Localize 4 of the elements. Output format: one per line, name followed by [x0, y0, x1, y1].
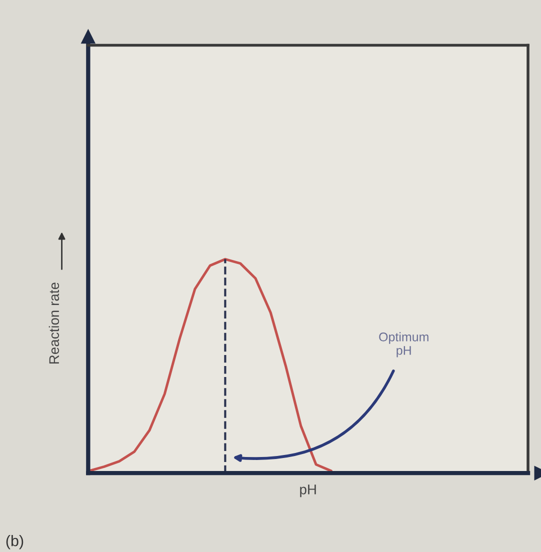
x-axis-title: pH [300, 484, 316, 498]
y-axis-title: Reaction rate [48, 282, 60, 364]
text: (b) [6, 535, 24, 550]
text: Optimum pH [379, 332, 428, 358]
